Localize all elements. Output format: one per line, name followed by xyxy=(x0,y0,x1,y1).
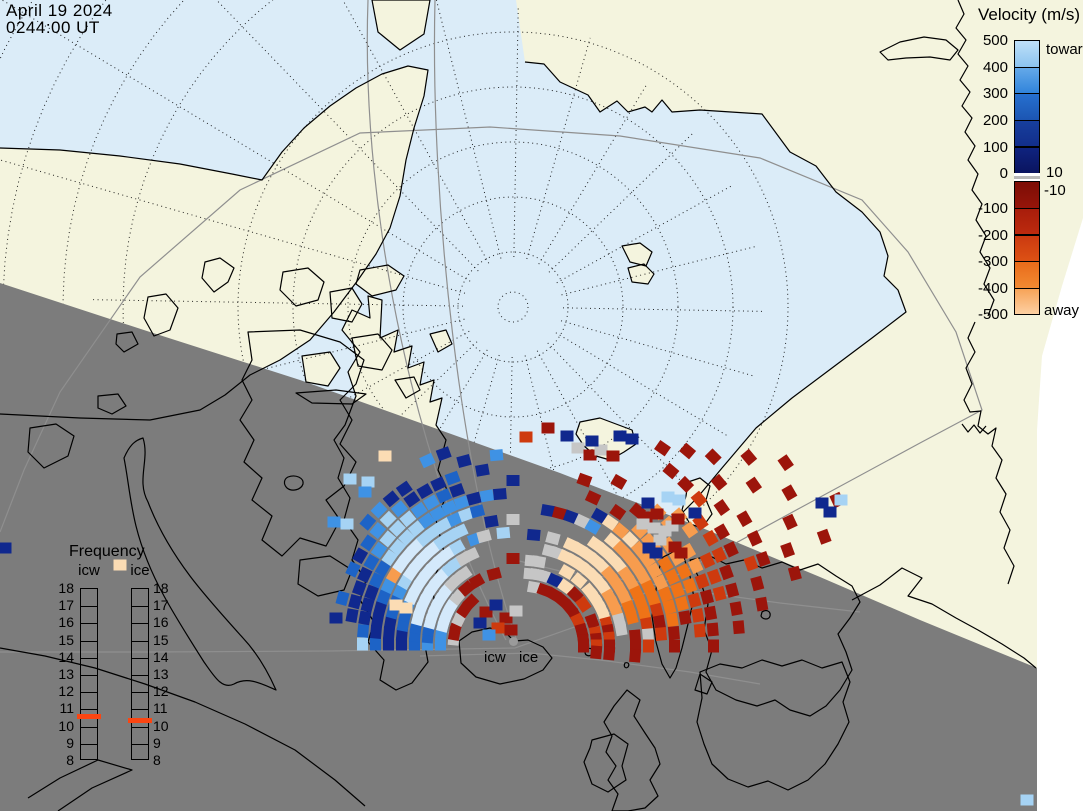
solid-gray-lines xyxy=(0,0,983,685)
night-terminator-overlay xyxy=(0,283,1037,811)
map-outside-edge xyxy=(1037,218,1083,811)
radar-fan-cells-ice xyxy=(523,439,845,663)
coastlines xyxy=(0,0,1037,811)
radar-scattered-cells xyxy=(0,422,1034,806)
radar-fan-cells-icw xyxy=(335,446,520,651)
graticule-dotted xyxy=(0,0,789,647)
